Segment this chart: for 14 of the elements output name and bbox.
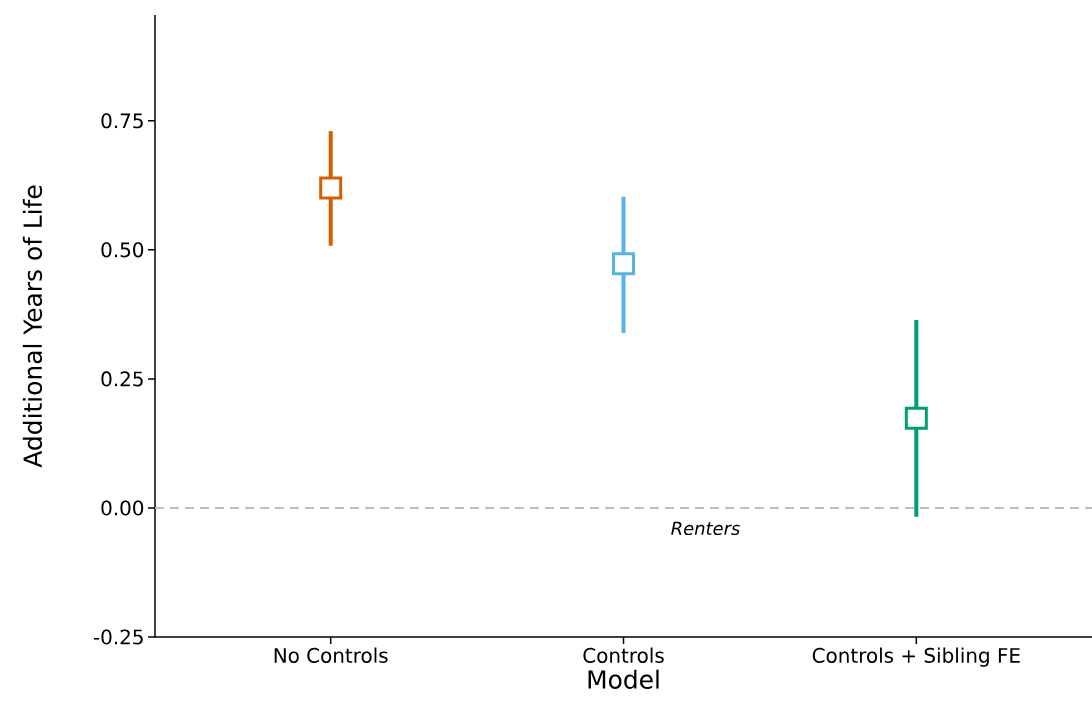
- y-tick-label: 0.75: [101, 113, 143, 129]
- y-tick-label: 0.50: [101, 242, 144, 258]
- x-axis-title: Model: [588, 669, 659, 689]
- point: [904, 406, 928, 430]
- y-tick-label: -0.25: [93, 629, 143, 645]
- x-tick-label: No Controls: [274, 647, 388, 663]
- x-tick-label: Controls: [583, 647, 664, 663]
- ref-line-label: Renters: [671, 521, 740, 536]
- point: [612, 252, 636, 276]
- y-tick-label: 0.25: [101, 371, 143, 387]
- x-tick-label: Controls + Sibling FE: [812, 647, 1020, 667]
- y-axis-title: Additional Years of Life: [22, 185, 43, 468]
- point: [319, 176, 343, 200]
- y-tick-label: 0.00: [101, 500, 144, 516]
